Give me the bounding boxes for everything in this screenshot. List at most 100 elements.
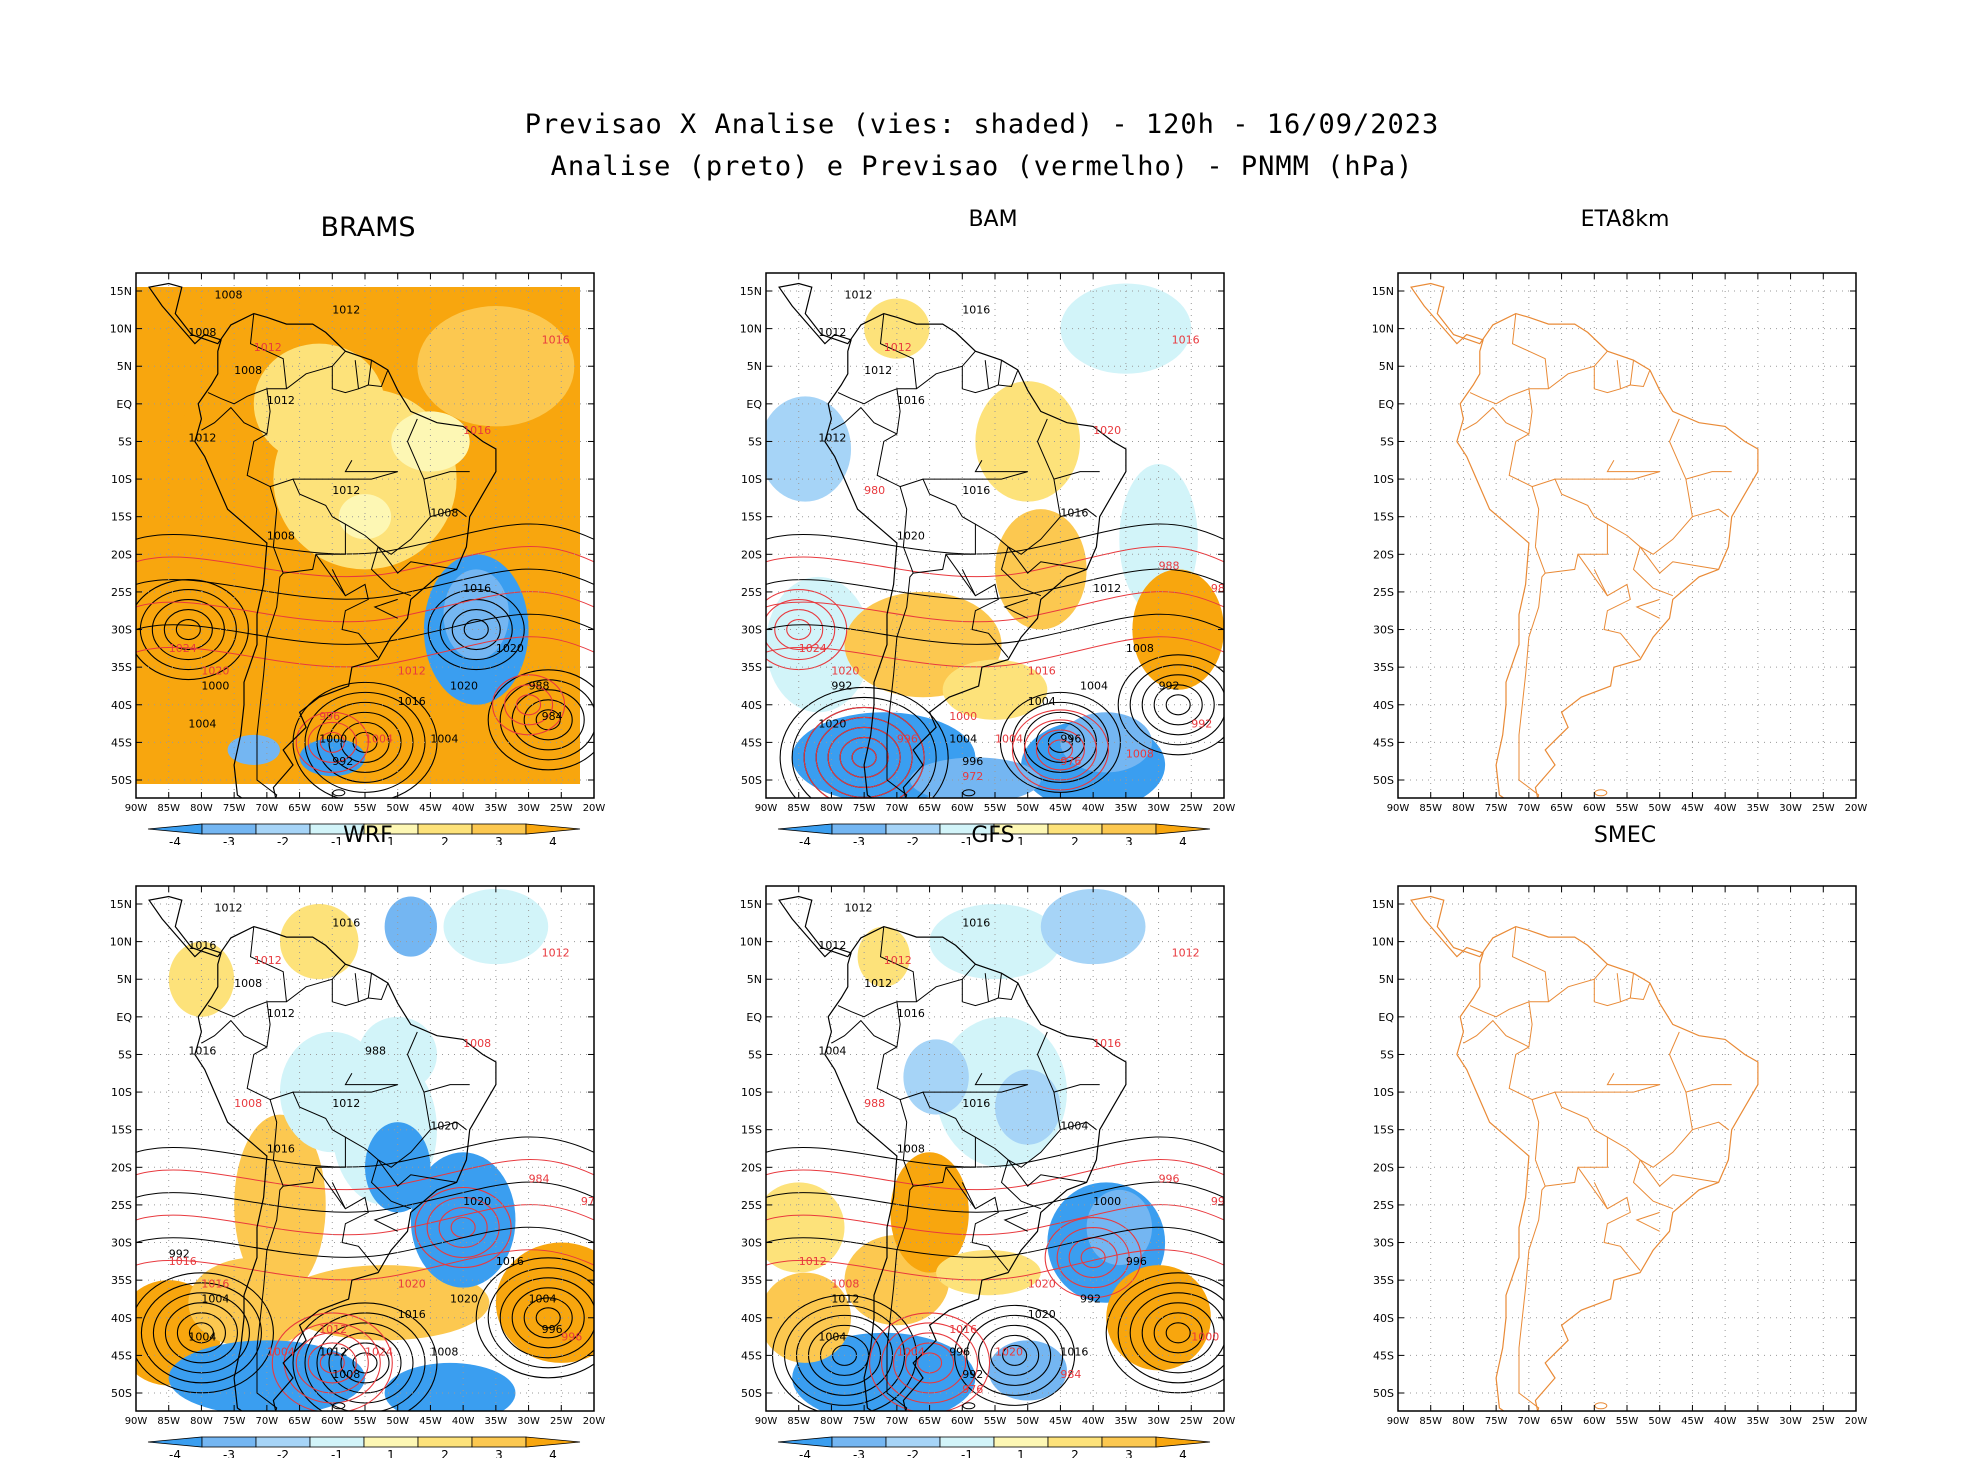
map-svg: 15N 10N 5N EQ 5S 10S 15S 20S 25S 30S 35S 40S 45S 50S 9… (1372, 272, 1867, 814)
analysis-isobar-label: 1012 (818, 431, 846, 444)
colorbar-seg-neg1 (939, 1436, 995, 1448)
country-border (1531, 1091, 1608, 1187)
lat-label: 10S (741, 1086, 762, 1099)
lon-label: 50W (1016, 1416, 1039, 1427)
country-border (1463, 1019, 1530, 1048)
lon-label: 75W (223, 1416, 246, 1427)
analysis-isobar-label: 1016 (962, 917, 990, 930)
analysis-isobar-label: 984 (542, 710, 563, 723)
analysis-isobar-label: 996 (962, 755, 983, 768)
forecast-isobar-label: 988 (864, 1097, 885, 1110)
lon-label: 25W (1180, 1416, 1203, 1427)
forecast-isobar-label: 1016 (1172, 334, 1200, 347)
forecast-isobar (766, 636, 1224, 668)
analysis-isobar-label: 1008 (188, 326, 216, 339)
lon-label: 20W (583, 1416, 606, 1427)
country-border (1685, 471, 1732, 480)
forecast-isobar (1044, 1217, 1142, 1299)
lon-label: 40W (452, 1416, 475, 1427)
colorbar-seg-neg2 (255, 1436, 311, 1448)
forecast-isobar-label: 1020 (1028, 1278, 1056, 1291)
lat-label: EQ (116, 1011, 132, 1024)
forecast-isobar-label: 972 (962, 770, 983, 783)
analysis-isobar (475, 1257, 594, 1379)
analysis-isobar-label: 1000 (319, 732, 347, 745)
forecast-isobar-label: 1020 (1093, 424, 1121, 437)
country-border (331, 973, 372, 1007)
colorbar: -4 -3 -2 -1 1 2 3 4 (147, 1436, 581, 1458)
analysis-isobar (487, 1267, 594, 1369)
colorbar-label: -4 (799, 1448, 811, 1458)
forecast-isobar (766, 1249, 1224, 1281)
colorbar-seg-neg2 (885, 1436, 941, 1448)
south-america-coastline (148, 282, 497, 798)
panel-title: BAM (968, 207, 1018, 232)
colorbar: -4 -3 -2 -1 1 2 3 4 (777, 1436, 1211, 1458)
bias-shade-pos4 (890, 1152, 969, 1273)
forecast-isobar-label: 996 (1159, 1172, 1180, 1185)
forecast-isobar-label: 1016 (949, 1323, 977, 1336)
country-border (1593, 973, 1634, 1007)
forecast-isobar-label: 984 (1211, 582, 1232, 595)
lon-label: 60W (321, 1416, 344, 1427)
bias-shade-neg2 (766, 396, 852, 502)
country-border (975, 1031, 1061, 1168)
country-border (831, 1019, 898, 1048)
forecast-isobar-label: 1024 (365, 1345, 393, 1358)
lat-label: 10N (110, 323, 132, 336)
forecast-isobar (307, 721, 357, 763)
country-border (879, 926, 917, 1002)
south-america-coastline (1410, 895, 1759, 1411)
forecast-isobar-label: 1012 (319, 1323, 347, 1336)
analysis-isobar-label: 1016 (962, 484, 990, 497)
colorbar-seg-neg4 (777, 1436, 833, 1448)
country-border (377, 546, 457, 574)
lat-label: 15N (110, 285, 132, 298)
country-border (923, 1084, 1028, 1093)
lat-label: 5S (748, 1048, 762, 1061)
forecast-isobar-label: 1004 (267, 1345, 295, 1358)
title-line-1: Previsao X Analise (vies: shaded) - 120h… (524, 109, 1440, 140)
lon-label: 55W (354, 803, 377, 814)
analysis-isobar-label: 1004 (949, 732, 977, 745)
country-border (879, 313, 917, 389)
forecast-isobar (492, 674, 566, 736)
country-border (945, 1167, 1009, 1271)
analysis-isobar-label: 1004 (430, 732, 458, 745)
colorbar-seg-pos4 (1155, 1436, 1211, 1448)
analysis-isobar-label: 1012 (319, 1345, 347, 1358)
analysis-isobar (978, 1324, 1052, 1386)
lon-label: 40W (1714, 803, 1737, 814)
analysis-isobar (1141, 1302, 1215, 1364)
forecast-isobar-label: 1000 (1191, 1330, 1219, 1343)
analysis-isobar-label: 992 (831, 680, 852, 693)
lon-label: 65W (918, 803, 941, 814)
lat-label: 5S (118, 435, 132, 448)
lon-label: 50W (386, 1416, 409, 1427)
analysis-isobar (766, 568, 1224, 600)
country-border (1577, 1167, 1641, 1271)
lat-label: 20S (111, 548, 132, 561)
colorbar-seg-neg4 (147, 1436, 203, 1448)
analysis-isobar (499, 1277, 594, 1359)
colorbar-label: 2 (1071, 1448, 1079, 1458)
country-border (1692, 508, 1729, 518)
analysis-isobar-label: 1020 (450, 1293, 478, 1306)
lat-label: 15S (111, 511, 132, 524)
forecast-isobar-label: 1016 (169, 1255, 197, 1268)
analysis-isobar-label: 1012 (267, 394, 295, 407)
forecast-isobar (136, 636, 594, 668)
country-border (1000, 1159, 1041, 1210)
forecast-isobar-label: 996 (561, 1330, 582, 1343)
country-border (269, 478, 346, 574)
lat-label: EQ (746, 1011, 762, 1024)
analysis-isobar-label: 1016 (463, 582, 491, 595)
colorbar-label: -4 (799, 835, 811, 845)
analysis-isobar-label: 1016 (1060, 1345, 1088, 1358)
bias-shade-pos2 (857, 926, 910, 987)
lon-label: 60W (1583, 803, 1606, 814)
lat-label: 30S (111, 624, 132, 637)
analysis-isobar-label: 988 (529, 680, 550, 693)
analysis-isobar-label: 1008 (332, 1368, 360, 1381)
panel-title: WRF (343, 823, 393, 848)
